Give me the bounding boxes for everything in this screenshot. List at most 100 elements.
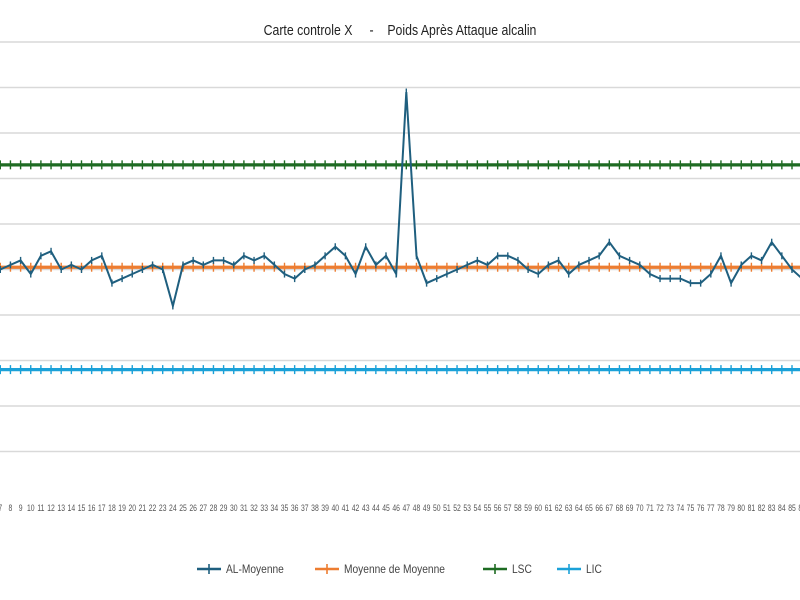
- x-tick-label: 57: [504, 503, 512, 513]
- x-tick-label: 22: [149, 503, 157, 513]
- legend-label: LIC: [585, 562, 602, 576]
- x-tick-label: 9: [19, 503, 23, 513]
- data-line: [0, 92, 800, 310]
- x-tick-label: 80: [737, 503, 745, 513]
- x-tick-label: 36: [291, 503, 299, 513]
- x-tick-label: 24: [169, 503, 177, 513]
- x-tick-label: 60: [534, 503, 542, 513]
- x-tick-label: 45: [382, 503, 390, 513]
- series-al-moyenne: [0, 88, 800, 310]
- x-tick-label: 30: [230, 503, 238, 513]
- x-tick-label: 63: [565, 503, 573, 513]
- x-tick-label: 25: [179, 503, 187, 513]
- x-tick-label: 64: [575, 503, 583, 513]
- legend-item: LSC: [482, 562, 535, 576]
- legend-swatch: [196, 564, 221, 574]
- x-tick-label: 65: [585, 503, 593, 513]
- x-tick-label: 73: [666, 503, 674, 513]
- x-tick-label: 55: [484, 503, 492, 513]
- x-tick-label: 15: [78, 503, 86, 513]
- x-tick-label: 27: [199, 503, 207, 513]
- x-tick-label: 23: [159, 503, 167, 513]
- x-tick-label: 56: [494, 503, 502, 513]
- x-tick-label: 52: [453, 503, 461, 513]
- x-tick-label: 8: [9, 503, 13, 513]
- x-tick-label: 44: [372, 503, 380, 513]
- x-tick-label: 37: [301, 503, 309, 513]
- x-tick-label: 21: [139, 503, 147, 513]
- x-tick-label: 7: [0, 503, 3, 513]
- x-tick-label: 51: [443, 503, 451, 513]
- x-tick-label: 59: [524, 503, 532, 513]
- x-tick-label: 34: [271, 503, 279, 513]
- x-tick-label: 48: [413, 503, 421, 513]
- x-tick-label: 66: [595, 503, 603, 513]
- x-tick-label: 86: [798, 503, 800, 513]
- x-tick-label: 70: [636, 503, 644, 513]
- x-tick-label: 14: [68, 503, 76, 513]
- chart-title: Carte controle X - Poids Après Attaque a…: [263, 22, 537, 39]
- x-tick-label: 35: [281, 503, 289, 513]
- x-tick-label: 38: [311, 503, 319, 513]
- x-tick-label: 69: [626, 503, 634, 513]
- x-tick-label: 78: [717, 503, 725, 513]
- x-tick-label: 54: [474, 503, 482, 513]
- x-tick-label: 17: [98, 503, 106, 513]
- x-tick-label: 50: [433, 503, 441, 513]
- x-tick-label: 53: [463, 503, 471, 513]
- x-tick-label: 32: [250, 503, 258, 513]
- x-tick-label: 67: [605, 503, 613, 513]
- legend-label: Moyenne de Moyenne: [343, 562, 445, 576]
- x-tick-label: 83: [768, 503, 776, 513]
- x-tick-label: 61: [545, 503, 553, 513]
- legend-item: Moyenne de Moyenne: [314, 562, 463, 576]
- x-tick-label: 42: [352, 503, 360, 513]
- x-tick-label: 12: [47, 503, 55, 513]
- x-tick-label: 58: [514, 503, 522, 513]
- legend-swatch: [556, 564, 581, 574]
- legend-item: AL-Moyenne: [196, 562, 294, 576]
- x-tick-label: 28: [210, 503, 218, 513]
- x-tick-label: 72: [656, 503, 664, 513]
- x-tick-label: 20: [128, 503, 136, 513]
- legend-label: AL-Moyenne: [225, 562, 284, 576]
- x-tick-label: 33: [260, 503, 268, 513]
- x-tick-label: 19: [118, 503, 126, 513]
- legend-item: LIC: [556, 562, 605, 576]
- x-tick-label: 29: [220, 503, 228, 513]
- x-tick-label: 82: [758, 503, 766, 513]
- x-tick-label: 49: [423, 503, 431, 513]
- x-tick-label: 71: [646, 503, 654, 513]
- series-moyenne-de-moyenne: [0, 262, 800, 272]
- x-tick-label: 10: [27, 503, 35, 513]
- legend-swatch: [314, 564, 339, 574]
- x-tick-label: 75: [687, 503, 695, 513]
- gridlines: [0, 41, 800, 453]
- x-tick-label: 47: [402, 503, 410, 513]
- x-tick-label: 62: [555, 503, 563, 513]
- x-tick-label: 31: [240, 503, 248, 513]
- x-tick-label: 39: [321, 503, 329, 513]
- series-layer: [0, 88, 800, 375]
- x-tick-label: 74: [677, 503, 685, 513]
- x-tick-label: 68: [616, 503, 624, 513]
- x-tick-label: 43: [362, 503, 370, 513]
- x-tick-labels: 7891011121314151617181920212223242526272…: [0, 503, 800, 513]
- x-tick-label: 41: [342, 503, 350, 513]
- series-lsc: [0, 160, 800, 170]
- x-tick-label: 11: [37, 503, 44, 513]
- x-tick-label: 46: [392, 503, 400, 513]
- x-tick-label: 81: [748, 503, 756, 513]
- series-lic: [0, 365, 800, 375]
- x-tick-label: 77: [707, 503, 715, 513]
- legend: AL-Moyenne Moyenne de Moyenne LSC LIC: [0, 562, 800, 576]
- x-tick-label: 13: [57, 503, 65, 513]
- x-tick-label: 79: [727, 503, 735, 513]
- x-tick-label: 16: [88, 503, 96, 513]
- x-tick-label: 84: [778, 503, 786, 513]
- x-tick-label: 85: [788, 503, 796, 513]
- x-tick-label: 18: [108, 503, 116, 513]
- x-tick-label: 26: [189, 503, 197, 513]
- x-tick-label: 40: [331, 503, 339, 513]
